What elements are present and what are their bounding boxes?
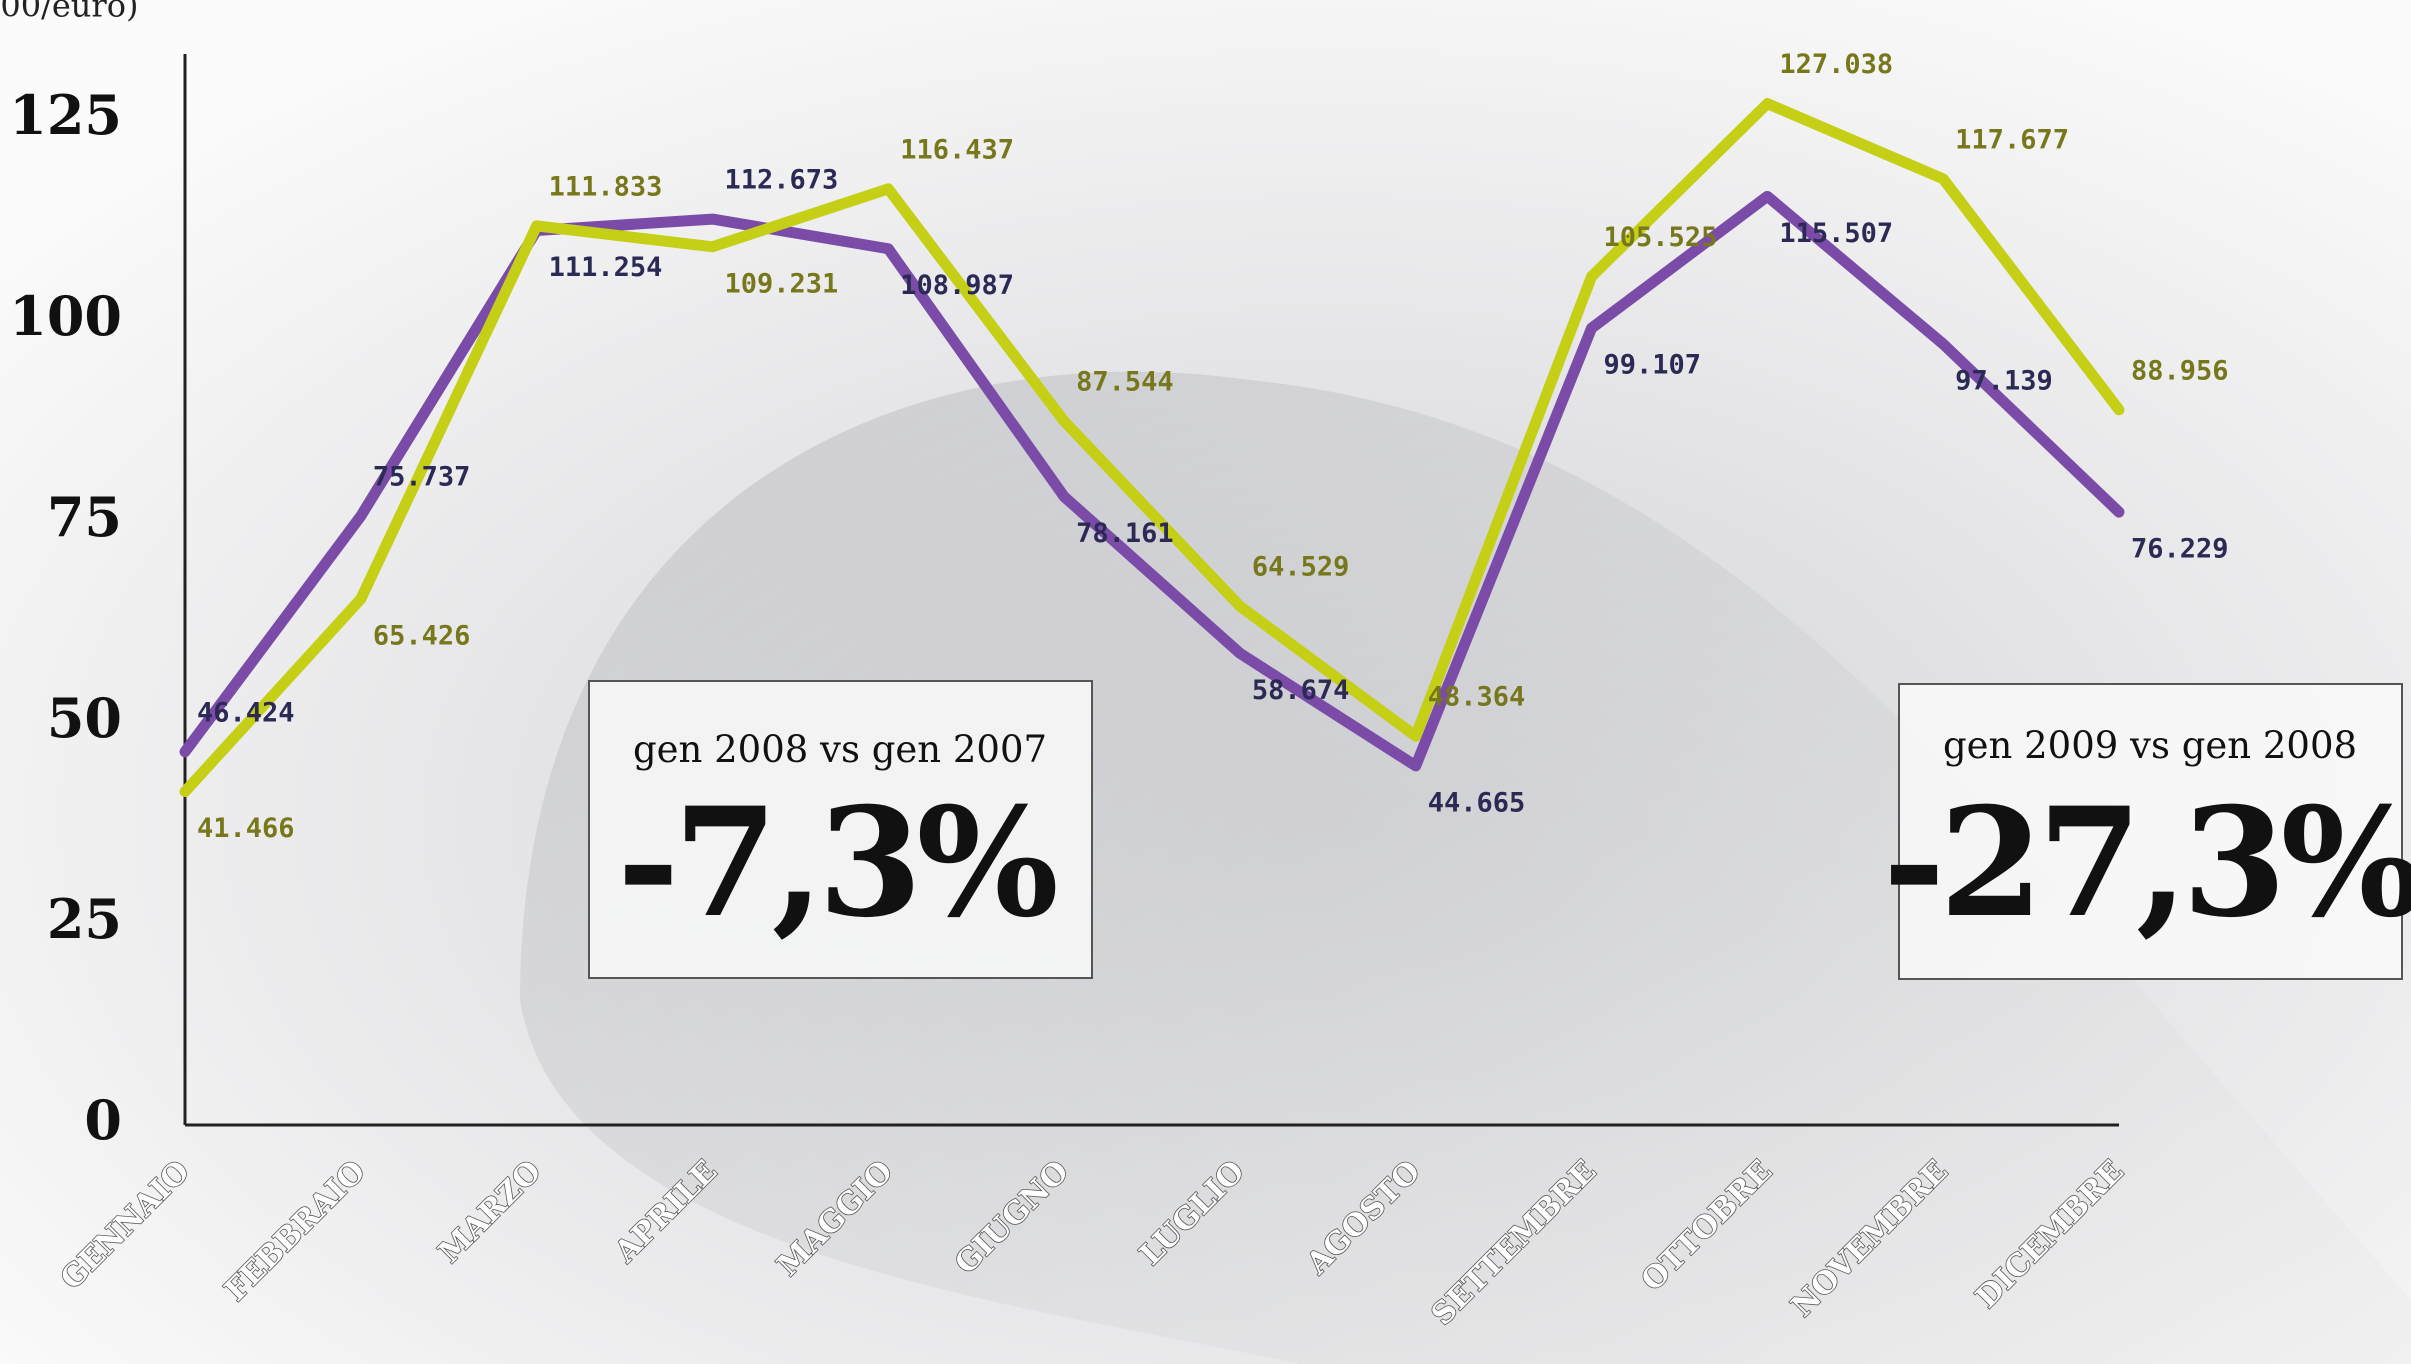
data-label: 41.466 (197, 813, 295, 844)
data-label: 78.161 (1076, 518, 1174, 549)
data-label: 48.364 (1428, 682, 1526, 713)
annotation-box (1898, 683, 2403, 980)
data-label: 44.665 (1428, 787, 1526, 818)
data-label: 46.424 (197, 697, 295, 728)
chart-title: 000/euro) (0, 0, 138, 25)
y-tick-label: 125 (9, 83, 122, 147)
data-label: 112.673 (724, 165, 838, 196)
annotation-highlight: -27,3% (1883, 775, 2411, 951)
data-label: 127.038 (1779, 49, 1893, 80)
y-tick-label: 25 (47, 887, 122, 951)
data-label: 105.525 (1604, 222, 1718, 253)
data-label: 87.544 (1076, 367, 1174, 398)
line-series (179, 98, 2125, 798)
y-tick-label: 75 (47, 485, 122, 549)
y-tick-label: 0 (84, 1088, 122, 1152)
annotation-text: gen 2008 vs gen 2007 (633, 728, 1047, 771)
annotation: gen 2008 vs gen 2007 -7,3% (588, 680, 1093, 979)
annotation-box (588, 680, 1093, 979)
data-label: 115.507 (1779, 218, 1893, 249)
data-label: 111.833 (549, 171, 663, 202)
data-label: 97.139 (1955, 366, 2053, 397)
data-label: 76.229 (2131, 534, 2229, 565)
data-label: 64.529 (1252, 552, 1350, 583)
data-label: 108.987 (900, 270, 1014, 301)
y-tick-label: 100 (9, 284, 122, 348)
data-label: 75.737 (373, 462, 471, 493)
magazine-shape (520, 371, 2411, 1364)
annotation-text: gen 2009 vs gen 2008 (1943, 724, 2357, 767)
data-label: 58.674 (1252, 675, 1350, 706)
y-tick-label: 50 (47, 686, 122, 750)
data-label: 88.956 (2131, 355, 2229, 386)
annotation-highlight: -7,3% (617, 775, 1055, 951)
data-label: 109.231 (724, 268, 838, 299)
data-label: 99.107 (1604, 350, 1702, 381)
data-label: 111.254 (549, 252, 663, 283)
data-label: 116.437 (900, 134, 1014, 165)
data-label: 117.677 (1955, 124, 2069, 155)
annotation: gen 2009 vs gen 2008 -27,3% (1883, 683, 2411, 980)
data-label: 65.426 (373, 620, 471, 651)
